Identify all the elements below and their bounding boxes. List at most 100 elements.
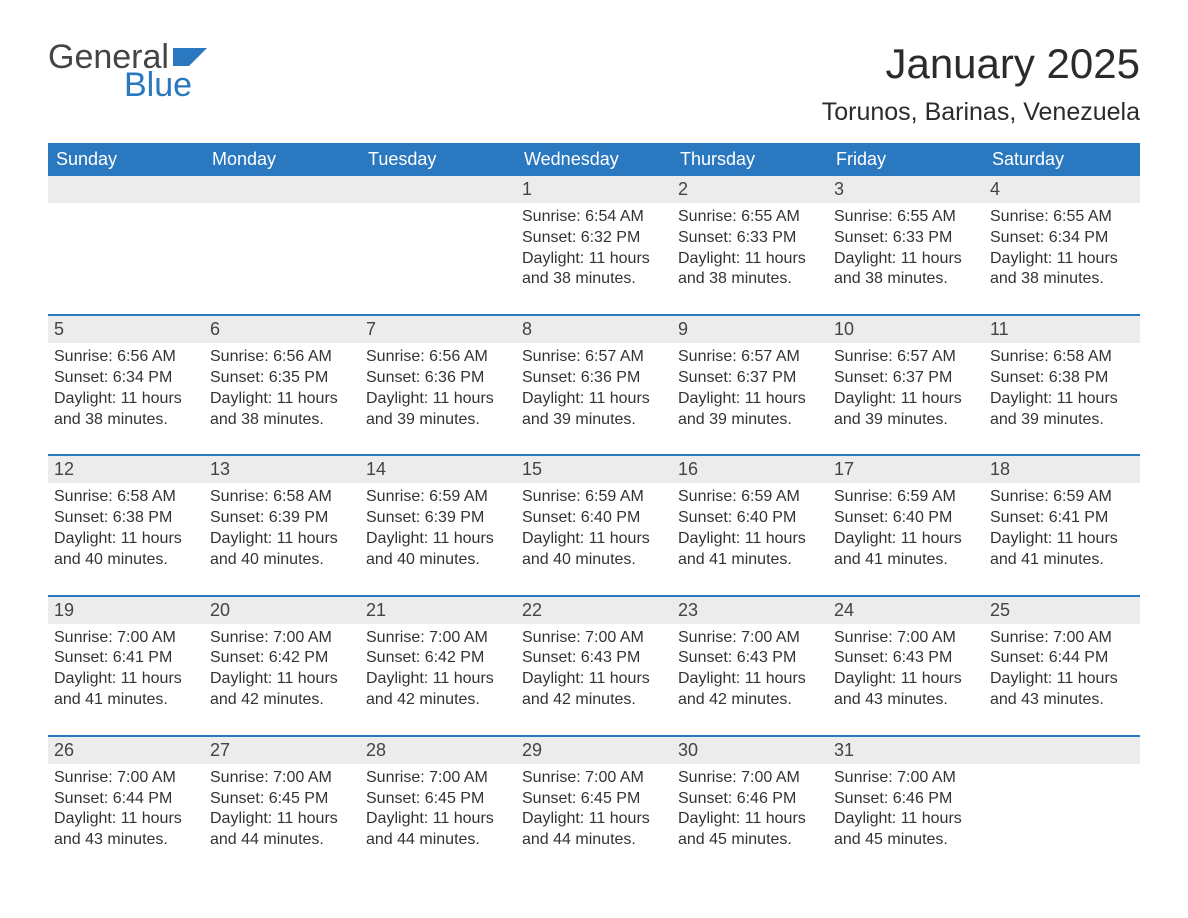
day-number: 22 xyxy=(516,597,672,624)
weekday-header: Wednesday xyxy=(516,143,672,176)
day-details: Sunrise: 6:56 AMSunset: 6:36 PMDaylight:… xyxy=(366,347,510,430)
calendar-cell: 22 Sunrise: 7:00 AMSunset: 6:43 PMDayligh… xyxy=(516,596,672,736)
day-details: Sunrise: 7:00 AMSunset: 6:46 PMDaylight:… xyxy=(834,768,978,851)
header: General Blue January 2025 Torunos, Barin… xyxy=(48,40,1140,137)
day-number xyxy=(984,737,1140,764)
day-number: 28 xyxy=(360,737,516,764)
day-number: 12 xyxy=(48,456,204,483)
calendar-cell: 26Sunrise: 7:00 AMSunset: 6:44 PMDayligh… xyxy=(48,736,204,875)
calendar-cell: 27 Sunrise: 7:00 AMSunset: 6:45 PMDayligh… xyxy=(204,736,360,875)
day-details: Sunrise: 6:57 AMSunset: 6:36 PMDaylight:… xyxy=(522,347,666,430)
calendar-cell: 2 Sunrise: 6:55 AMSunset: 6:33 PMDaylight… xyxy=(672,176,828,315)
day-details: Sunrise: 7:00 AMSunset: 6:45 PMDaylight:… xyxy=(522,768,666,851)
calendar-cell: 15 Sunrise: 6:59 AMSunset: 6:40 PMDayligh… xyxy=(516,455,672,595)
calendar-cell: 16Sunrise: 6:59 AMSunset: 6:40 PMDayligh… xyxy=(672,455,828,595)
day-number: 8 xyxy=(516,316,672,343)
calendar-cell: 10Sunrise: 6:57 AMSunset: 6:37 PMDayligh… xyxy=(828,315,984,455)
calendar-cell: 3 Sunrise: 6:55 AMSunset: 6:33 PMDaylight… xyxy=(828,176,984,315)
day-details: Sunrise: 6:59 AMSunset: 6:41 PMDaylight:… xyxy=(990,487,1134,570)
calendar-cell: 9 Sunrise: 6:57 AMSunset: 6:37 PMDaylight… xyxy=(672,315,828,455)
calendar-cell xyxy=(48,176,204,315)
calendar-cell: 31 Sunrise: 7:00 AMSunset: 6:46 PMDayligh… xyxy=(828,736,984,875)
day-number: 17 xyxy=(828,456,984,483)
day-details: Sunrise: 6:55 AMSunset: 6:33 PMDaylight:… xyxy=(678,207,822,290)
day-number: 27 xyxy=(204,737,360,764)
weekday-header: Sunday xyxy=(48,143,204,176)
calendar-cell: 6Sunrise: 6:56 AMSunset: 6:35 PMDaylight… xyxy=(204,315,360,455)
day-number: 7 xyxy=(360,316,516,343)
day-number: 20 xyxy=(204,597,360,624)
day-details: Sunrise: 6:58 AMSunset: 6:39 PMDaylight:… xyxy=(210,487,354,570)
calendar-cell: 20 Sunrise: 7:00 AMSunset: 6:42 PMDayligh… xyxy=(204,596,360,736)
day-number: 15 xyxy=(516,456,672,483)
month-title: January 2025 xyxy=(822,40,1140,88)
day-details: Sunrise: 6:59 AMSunset: 6:40 PMDaylight:… xyxy=(678,487,822,570)
day-number: 5 xyxy=(48,316,204,343)
calendar-cell: 12 Sunrise: 6:58 AMSunset: 6:38 PMDayligh… xyxy=(48,455,204,595)
day-number xyxy=(360,176,516,203)
day-details: Sunrise: 7:00 AMSunset: 6:44 PMDaylight:… xyxy=(990,628,1134,711)
calendar-cell: 19Sunrise: 7:00 AMSunset: 6:41 PMDayligh… xyxy=(48,596,204,736)
logo-text-blue: Blue xyxy=(124,68,207,102)
day-number: 25 xyxy=(984,597,1140,624)
day-number: 19 xyxy=(48,597,204,624)
day-details: Sunrise: 6:59 AMSunset: 6:40 PMDaylight:… xyxy=(834,487,978,570)
day-number: 23 xyxy=(672,597,828,624)
day-details: Sunrise: 6:58 AMSunset: 6:38 PMDaylight:… xyxy=(990,347,1134,430)
day-number: 3 xyxy=(828,176,984,203)
day-details: Sunrise: 7:00 AMSunset: 6:43 PMDaylight:… xyxy=(678,628,822,711)
day-number: 11 xyxy=(984,316,1140,343)
day-number: 14 xyxy=(360,456,516,483)
weekday-header: Tuesday xyxy=(360,143,516,176)
day-details: Sunrise: 7:00 AMSunset: 6:42 PMDaylight:… xyxy=(210,628,354,711)
day-details: Sunrise: 7:00 AMSunset: 6:45 PMDaylight:… xyxy=(366,768,510,851)
calendar-cell: 25 Sunrise: 7:00 AMSunset: 6:44 PMDayligh… xyxy=(984,596,1140,736)
calendar-row: 5Sunrise: 6:56 AMSunset: 6:34 PMDaylight… xyxy=(48,315,1140,455)
calendar-cell xyxy=(360,176,516,315)
weekday-header: Monday xyxy=(204,143,360,176)
calendar-cell: 11 Sunrise: 6:58 AMSunset: 6:38 PMDayligh… xyxy=(984,315,1140,455)
day-details: Sunrise: 6:55 AMSunset: 6:33 PMDaylight:… xyxy=(834,207,978,290)
location: Torunos, Barinas, Venezuela xyxy=(822,98,1140,127)
day-details: Sunrise: 6:59 AMSunset: 6:40 PMDaylight:… xyxy=(522,487,666,570)
calendar-cell: 5Sunrise: 6:56 AMSunset: 6:34 PMDaylight… xyxy=(48,315,204,455)
day-number: 9 xyxy=(672,316,828,343)
logo: General Blue xyxy=(48,40,207,102)
calendar-cell: 30 Sunrise: 7:00 AMSunset: 6:46 PMDayligh… xyxy=(672,736,828,875)
calendar-cell: 4 Sunrise: 6:55 AMSunset: 6:34 PMDaylight… xyxy=(984,176,1140,315)
calendar-cell: 23 Sunrise: 7:00 AMSunset: 6:43 PMDayligh… xyxy=(672,596,828,736)
weekday-header-row: SundayMondayTuesdayWednesdayThursdayFrid… xyxy=(48,143,1140,176)
day-number: 2 xyxy=(672,176,828,203)
day-details: Sunrise: 6:57 AMSunset: 6:37 PMDaylight:… xyxy=(834,347,978,430)
day-number: 6 xyxy=(204,316,360,343)
day-number: 4 xyxy=(984,176,1140,203)
calendar-row: 19Sunrise: 7:00 AMSunset: 6:41 PMDayligh… xyxy=(48,596,1140,736)
day-details: Sunrise: 7:00 AMSunset: 6:43 PMDaylight:… xyxy=(522,628,666,711)
calendar-cell: 18Sunrise: 6:59 AMSunset: 6:41 PMDayligh… xyxy=(984,455,1140,595)
day-details: Sunrise: 7:00 AMSunset: 6:45 PMDaylight:… xyxy=(210,768,354,851)
day-number: 13 xyxy=(204,456,360,483)
day-number: 30 xyxy=(672,737,828,764)
day-details: Sunrise: 6:58 AMSunset: 6:38 PMDaylight:… xyxy=(54,487,198,570)
weekday-header: Friday xyxy=(828,143,984,176)
day-details: Sunrise: 7:00 AMSunset: 6:46 PMDaylight:… xyxy=(678,768,822,851)
weekday-header: Saturday xyxy=(984,143,1140,176)
calendar-row: 12 Sunrise: 6:58 AMSunset: 6:38 PMDayligh… xyxy=(48,455,1140,595)
day-details: Sunrise: 6:55 AMSunset: 6:34 PMDaylight:… xyxy=(990,207,1134,290)
calendar-cell: 13 Sunrise: 6:58 AMSunset: 6:39 PMDayligh… xyxy=(204,455,360,595)
weekday-header: Thursday xyxy=(672,143,828,176)
day-number: 29 xyxy=(516,737,672,764)
day-details: Sunrise: 6:57 AMSunset: 6:37 PMDaylight:… xyxy=(678,347,822,430)
calendar-cell: 24 Sunrise: 7:00 AMSunset: 6:43 PMDayligh… xyxy=(828,596,984,736)
calendar-cell: 8 Sunrise: 6:57 AMSunset: 6:36 PMDaylight… xyxy=(516,315,672,455)
calendar-cell: 28 Sunrise: 7:00 AMSunset: 6:45 PMDayligh… xyxy=(360,736,516,875)
day-number: 24 xyxy=(828,597,984,624)
day-number: 26 xyxy=(48,737,204,764)
day-number: 1 xyxy=(516,176,672,203)
calendar-row: 26Sunrise: 7:00 AMSunset: 6:44 PMDayligh… xyxy=(48,736,1140,875)
day-details: Sunrise: 7:00 AMSunset: 6:43 PMDaylight:… xyxy=(834,628,978,711)
day-details: Sunrise: 7:00 AMSunset: 6:42 PMDaylight:… xyxy=(366,628,510,711)
calendar-row: 1Sunrise: 6:54 AMSunset: 6:32 PMDaylight… xyxy=(48,176,1140,315)
day-number: 21 xyxy=(360,597,516,624)
day-number: 31 xyxy=(828,737,984,764)
